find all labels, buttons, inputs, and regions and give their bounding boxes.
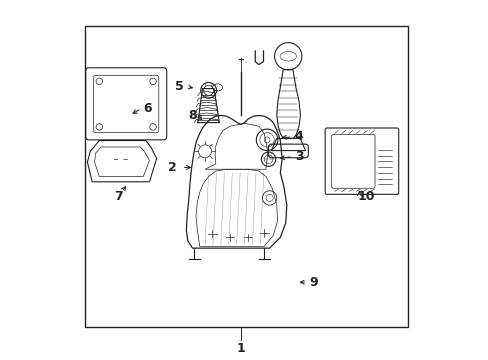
Text: 10: 10 [357, 190, 374, 203]
Text: 3: 3 [294, 150, 303, 163]
Text: 1: 1 [236, 342, 245, 355]
Text: 6: 6 [143, 102, 152, 115]
Text: 7: 7 [114, 190, 122, 203]
Bar [85, 26, 407, 327]
Text: 8: 8 [188, 109, 196, 122]
Text: 2: 2 [168, 161, 177, 174]
Text: 5: 5 [174, 80, 183, 93]
Text: 9: 9 [308, 276, 317, 289]
FancyArrowPatch shape [123, 159, 127, 160]
Text: 4: 4 [294, 130, 303, 144]
FancyArrowPatch shape [114, 159, 118, 160]
